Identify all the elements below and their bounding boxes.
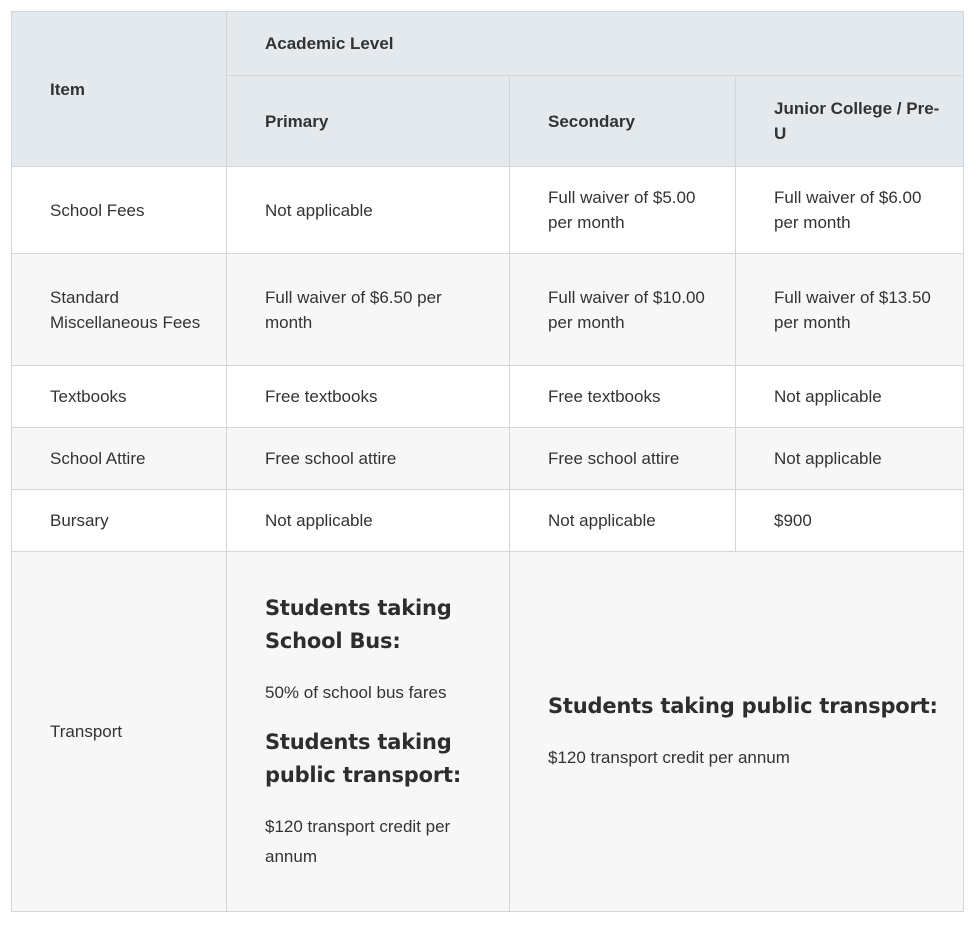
table-row-textbooks: Textbooks Free textbooks Free textbooks … — [11, 365, 965, 428]
cell-textbooks-primary: Free textbooks — [226, 365, 510, 428]
row-item-misc-fees: Standard Miscellaneous Fees — [11, 253, 227, 366]
header-academic-level: Academic Level — [225, 11, 965, 76]
benefits-table: Item Academic Level Primary Secondary Ju… — [11, 11, 965, 912]
transport-secondary-public-text: $120 transport credit per annum — [548, 748, 790, 767]
cell-textbooks-junior-college: Not applicable — [734, 365, 965, 428]
header-primary: Primary — [226, 75, 510, 167]
transport-bus-heading: Students taking School Bus: — [265, 595, 452, 653]
row-item-attire: School Attire — [11, 427, 227, 490]
row-item-textbooks: Textbooks — [11, 365, 227, 428]
cell-bursary-secondary: Not applicable — [509, 489, 736, 552]
cell-misc-fees-secondary: Full waiver of $10.00 per month — [509, 253, 736, 366]
header-item: Item — [11, 11, 227, 167]
cell-textbooks-secondary: Free textbooks — [509, 365, 736, 428]
benefits-table-container: Item Academic Level Primary Secondary Ju… — [11, 11, 965, 912]
row-item-bursary: Bursary — [11, 489, 227, 552]
row-item-transport: Transport — [11, 551, 227, 912]
transport-bus-text: 50% of school bus fares — [265, 682, 447, 702]
cell-bursary-primary: Not applicable — [226, 489, 510, 552]
cell-misc-fees-primary: Full waiver of $6.50 per month — [226, 253, 510, 366]
cell-school-fees-secondary: Full waiver of $5.00 per month — [509, 166, 736, 254]
cell-attire-secondary: Free school attire — [509, 427, 736, 490]
transport-primary-public-text: $120 transport credit per annum — [265, 816, 451, 866]
cell-transport-secondary-jc: Students taking public transport: $120 t… — [508, 551, 965, 912]
transport-primary-public-heading: Students taking public transport: — [265, 729, 462, 787]
cell-bursary-junior-college: $900 — [734, 489, 965, 552]
row-item-school-fees: School Fees — [11, 166, 227, 254]
header-secondary: Secondary — [509, 75, 736, 167]
transport-secondary-public-heading: Students taking public transport: — [548, 694, 938, 718]
table-row-attire: School Attire Free school attire Free sc… — [11, 427, 965, 490]
cell-attire-junior-college: Not applicable — [734, 427, 965, 490]
cell-misc-fees-junior-college: Full waiver of $13.50 per month — [734, 253, 965, 366]
table-row-transport: Transport Students taking School Bus: 50… — [11, 551, 965, 912]
cell-attire-primary: Free school attire — [226, 427, 510, 490]
table-row-misc-fees: Standard Miscellaneous Fees Full waiver … — [11, 253, 965, 366]
header-junior-college: Junior College / Pre-U — [734, 75, 965, 167]
cell-school-fees-primary: Not applicable — [226, 166, 510, 254]
table-row-bursary: Bursary Not applicable Not applicable $9… — [11, 489, 965, 552]
cell-transport-primary: Students taking School Bus: 50% of schoo… — [226, 551, 510, 912]
cell-school-fees-junior-college: Full waiver of $6.00 per month — [734, 166, 965, 254]
table-row-school-fees: School Fees Not applicable Full waiver o… — [11, 166, 965, 254]
